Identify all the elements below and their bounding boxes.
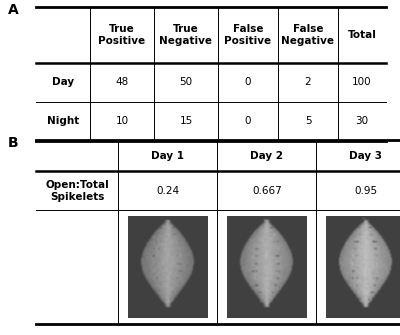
Text: 0: 0 — [245, 116, 251, 126]
Text: Day 2: Day 2 — [250, 151, 283, 160]
Text: Day 1: Day 1 — [151, 151, 184, 160]
Text: True
Positive: True Positive — [98, 24, 146, 46]
Text: False
Negative: False Negative — [282, 24, 334, 46]
Text: 30: 30 — [356, 116, 368, 126]
Text: Total: Total — [348, 30, 376, 40]
Text: True
Negative: True Negative — [160, 24, 212, 46]
Text: Day: Day — [52, 77, 74, 87]
Text: 50: 50 — [180, 77, 192, 87]
Text: 48: 48 — [115, 77, 129, 87]
Text: 100: 100 — [352, 77, 372, 87]
Text: Open:Total
Spikelets: Open:Total Spikelets — [45, 180, 109, 202]
Text: 15: 15 — [179, 116, 193, 126]
Text: 5: 5 — [305, 116, 311, 126]
Text: Night: Night — [47, 116, 79, 126]
Text: B: B — [8, 136, 19, 150]
Text: 0: 0 — [245, 77, 251, 87]
Text: 10: 10 — [116, 116, 128, 126]
Text: A: A — [8, 3, 19, 17]
Text: 2: 2 — [305, 77, 311, 87]
Text: False
Positive: False Positive — [224, 24, 272, 46]
Text: 0.24: 0.24 — [156, 186, 179, 196]
Text: 0.95: 0.95 — [354, 186, 378, 196]
Text: Day 3: Day 3 — [350, 151, 382, 160]
Text: 0.667: 0.667 — [252, 186, 282, 196]
